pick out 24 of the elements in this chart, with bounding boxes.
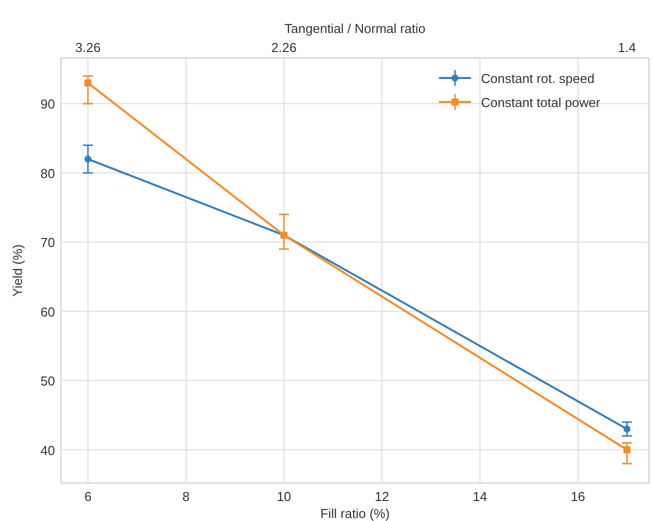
text: 3.26 [75, 40, 101, 55]
x-tick-label: 12 [374, 489, 390, 504]
y-tick-label: 70 [40, 235, 55, 250]
point [623, 446, 630, 454]
y-tick-label: 40 [40, 442, 55, 458]
y-axis-title: Yield (%) [10, 244, 25, 297]
x-tick-label: 14 [472, 489, 488, 504]
text: 1.4 [618, 40, 636, 55]
y-tick-label: 60 [40, 304, 55, 320]
x-tick-label: 10 [276, 489, 292, 504]
legend-label: Constant rot. speed [481, 71, 594, 86]
point [84, 79, 92, 86]
x-tick-label: 16 [570, 489, 586, 504]
y-tick-label: 90 [40, 96, 55, 112]
y-tick-label: 50 [40, 374, 55, 389]
x2-axis-title: Tangential / Normal ratio [284, 21, 426, 36]
y-tick-label: 80 [40, 166, 55, 181]
point [623, 426, 630, 433]
x-axis-title: Fill ratio (%) [320, 506, 390, 521]
point [84, 156, 92, 163]
legend-label: Constant total power [481, 95, 601, 110]
x-tick-label: 8 [182, 489, 190, 504]
x-tick-label: 6 [84, 489, 92, 504]
text: 2.26 [271, 40, 297, 55]
